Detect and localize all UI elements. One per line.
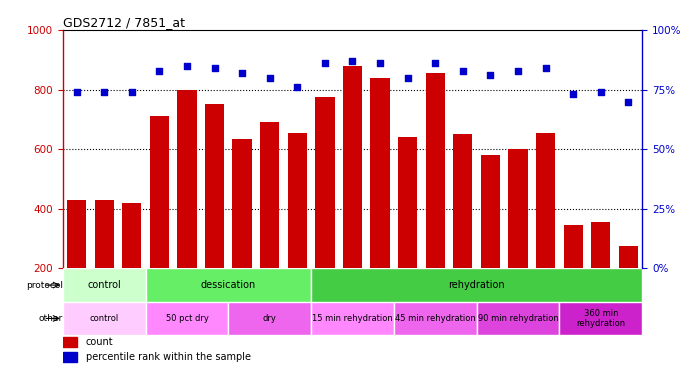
Point [457, 68, 468, 74]
Bar [67, 200, 87, 328]
Text: dry: dry [262, 314, 276, 323]
Bar [232, 139, 252, 328]
Bar [146, 268, 311, 302]
Point [154, 68, 165, 74]
Bar [205, 105, 224, 328]
Text: dessication: dessication [201, 280, 256, 290]
Text: 45 min rehydration: 45 min rehydration [395, 314, 475, 323]
Bar [288, 133, 307, 328]
Bar [477, 302, 559, 335]
Bar [536, 133, 555, 328]
Point [126, 89, 138, 95]
Point [595, 89, 607, 95]
Bar [426, 73, 445, 328]
Point [209, 65, 220, 71]
Bar [394, 302, 477, 335]
Bar [618, 246, 638, 328]
Point [98, 89, 110, 95]
Point [319, 60, 330, 66]
Text: 90 min rehydration: 90 min rehydration [477, 314, 558, 323]
Text: rehydration: rehydration [448, 280, 505, 290]
Bar [563, 225, 583, 328]
Bar [559, 302, 642, 335]
Point [292, 84, 303, 90]
Bar [146, 302, 228, 335]
Text: other: other [38, 314, 63, 323]
Point [264, 75, 275, 81]
Bar [311, 302, 394, 335]
Text: percentile rank within the sample: percentile rank within the sample [86, 352, 251, 363]
Bar [94, 200, 114, 328]
Bar [63, 352, 77, 362]
Point [485, 72, 496, 78]
Bar [311, 268, 642, 302]
Text: 360 min
rehydration: 360 min rehydration [577, 309, 625, 328]
Point [375, 60, 386, 66]
Text: control: control [89, 314, 119, 323]
Bar [591, 222, 611, 328]
Point [347, 58, 358, 64]
Bar [63, 337, 77, 346]
Bar [343, 66, 362, 328]
Bar [177, 90, 197, 328]
Bar [398, 137, 417, 328]
Point [512, 68, 524, 74]
Bar [453, 134, 473, 328]
Bar [149, 116, 169, 328]
Point [540, 65, 551, 71]
Point [430, 60, 441, 66]
Bar [315, 97, 334, 328]
Bar [63, 302, 146, 335]
Text: GDS2712 / 7851_at: GDS2712 / 7851_at [63, 16, 185, 29]
Bar [63, 268, 146, 302]
Text: 50 pct dry: 50 pct dry [165, 314, 209, 323]
Bar [508, 149, 528, 328]
Text: 15 min rehydration: 15 min rehydration [312, 314, 393, 323]
Point [402, 75, 413, 81]
Point [181, 63, 193, 69]
Text: protocol: protocol [26, 280, 63, 290]
Bar [371, 78, 389, 328]
Point [567, 92, 579, 98]
Point [237, 70, 248, 76]
Bar [260, 122, 279, 328]
Text: count: count [86, 337, 114, 347]
Bar [228, 302, 311, 335]
Text: control: control [87, 280, 121, 290]
Bar [481, 155, 500, 328]
Bar [122, 203, 142, 328]
Point [623, 99, 634, 105]
Point [71, 89, 82, 95]
